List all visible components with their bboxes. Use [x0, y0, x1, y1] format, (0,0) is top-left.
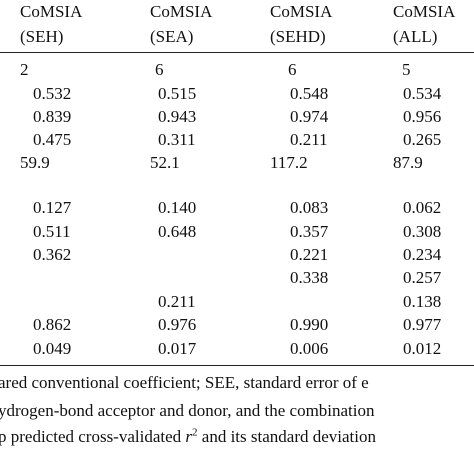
table-cell: 0.006 [290, 339, 329, 358]
table-cell: 0.211 [290, 130, 328, 149]
footnote: ared conventional coefficient; SEE, stan… [0, 373, 369, 392]
table-cell: 0.012 [403, 339, 442, 358]
header-cell: (ALL) [393, 27, 438, 46]
table-cell: 0.049 [33, 339, 72, 358]
table-cell: 0.017 [158, 339, 197, 358]
table-cell: 0.234 [403, 245, 442, 264]
header-cell: CoMSIA [20, 2, 83, 21]
table-cell: 0.062 [403, 198, 442, 217]
table-cell: 0.357 [290, 222, 329, 241]
table-cell: 0.862 [33, 315, 72, 334]
header-rule [0, 52, 474, 53]
table-cell: 0.548 [290, 84, 329, 103]
table-cell: 0.211 [158, 292, 196, 311]
table-cell: 0.976 [158, 315, 197, 334]
table-cell: 0.338 [290, 268, 329, 287]
footnote-superscript: 2 [192, 426, 198, 439]
table-cell: 0.362 [33, 245, 72, 264]
table-cell: 0.257 [403, 268, 442, 287]
footnote-text: p predicted cross-validated [0, 427, 186, 446]
table-cell: 0.532 [33, 84, 72, 103]
table-cell: 0.138 [403, 292, 442, 311]
footnote: p predicted cross-validated r2 and its s… [0, 427, 376, 447]
table-cell: 0.221 [290, 245, 329, 264]
footnote-text: and its standard deviation [197, 427, 376, 446]
table-cell: 0.475 [33, 130, 72, 149]
table-cell: 0.534 [403, 84, 442, 103]
table-cell: 0.648 [158, 222, 197, 241]
header-cell: (SEH) [20, 27, 64, 46]
header-cell: (SEA) [150, 27, 194, 46]
table-cell: 0.140 [158, 198, 197, 217]
table-cell: 0.839 [33, 107, 72, 126]
table-cell: 6 [288, 60, 297, 79]
table-cell: 2 [20, 60, 29, 79]
table-cell: 0.308 [403, 222, 442, 241]
bottom-rule [0, 365, 474, 366]
table-cell: 0.511 [33, 222, 71, 241]
header-cell: CoMSIA [150, 2, 213, 21]
table-cell: 0.127 [33, 198, 72, 217]
footnote-variable: r [185, 427, 193, 446]
table-cell: 52.1 [150, 153, 180, 172]
table-cell: 0.083 [290, 198, 329, 217]
table-cell: 0.974 [290, 107, 329, 126]
footnote: ydrogen-bond acceptor and donor, and the… [0, 401, 375, 420]
table-cell: 0.990 [290, 315, 329, 334]
header-cell: CoMSIA [393, 2, 456, 21]
table-cell: 0.311 [158, 130, 196, 149]
table-cell: 87.9 [393, 153, 423, 172]
table-cell: 0.977 [403, 315, 442, 334]
table-cell: 0.265 [403, 130, 442, 149]
table-cell: 5 [402, 60, 411, 79]
table-cell: 6 [155, 60, 164, 79]
table-cell: 0.956 [403, 107, 442, 126]
table-cell: 117.2 [270, 153, 308, 172]
table-cell: 0.943 [158, 107, 197, 126]
table-cell: 0.515 [158, 84, 197, 103]
header-cell: (SEHD) [270, 27, 326, 46]
table-cell: 59.9 [20, 153, 50, 172]
header-cell: CoMSIA [270, 2, 333, 21]
